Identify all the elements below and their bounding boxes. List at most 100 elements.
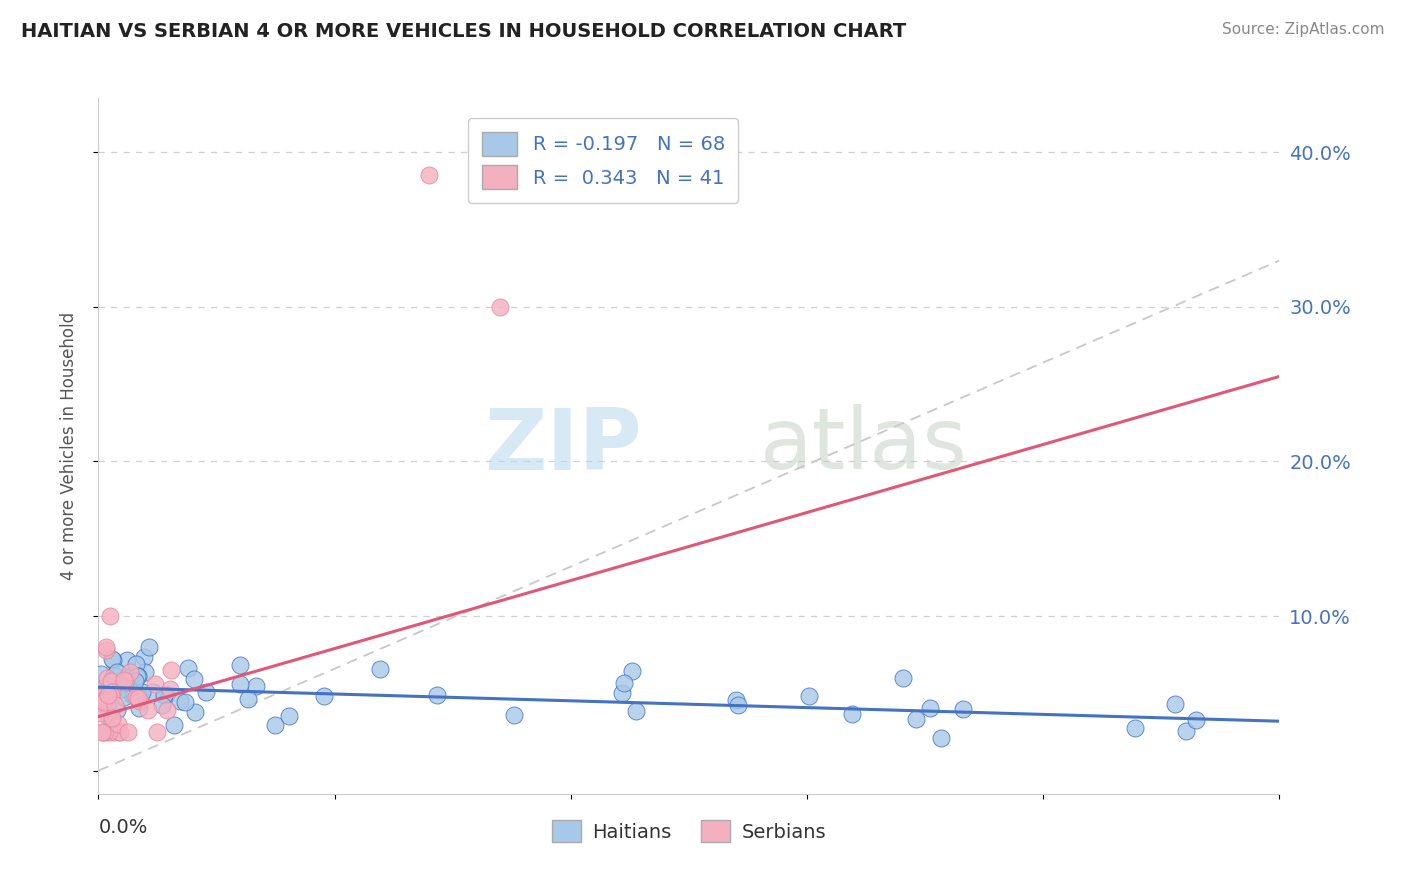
Point [114,681,136,696]
Point [107,665,129,679]
Point [101,652,124,666]
Point [97,709,120,723]
Point [124,657,146,672]
Point [93,695,115,709]
Point [370,662,392,676]
Point [277,708,299,723]
Point [920,700,942,714]
Point [132,650,155,665]
Point [610,686,633,700]
Point [236,691,259,706]
Point [94,725,117,739]
Point [159,681,181,696]
Point [127,669,149,683]
Point [841,707,863,722]
Legend: Haitians, Serbians: Haitians, Serbians [544,813,834,850]
Point [100,674,122,689]
Point [115,671,138,685]
Point [1185,713,1208,727]
Point [245,679,267,693]
Point [91,685,114,699]
Text: Source: ZipAtlas.com: Source: ZipAtlas.com [1222,22,1385,37]
Point [93,692,115,706]
Point [229,676,252,690]
Point [127,690,149,705]
Point [145,677,167,691]
Point [1174,723,1197,738]
Point [98,609,121,624]
Point [91,693,114,707]
Point [163,718,186,732]
Point [93,725,115,739]
Point [156,703,179,717]
Point [115,653,138,667]
Point [122,688,145,702]
Point [94,640,117,654]
Point [905,712,928,726]
Point [727,698,749,713]
Point [90,682,112,697]
Point [183,705,205,719]
Point [96,671,118,685]
Point [152,688,174,702]
Point [725,693,748,707]
Point [150,698,173,712]
Point [122,685,145,699]
Point [146,725,169,739]
Point [121,688,143,702]
Point [620,664,643,678]
Point [125,690,148,704]
Point [91,682,114,697]
Point [114,674,136,689]
Point [110,681,132,696]
Point [264,718,287,732]
Point [108,725,131,739]
Point [128,701,150,715]
Point [183,673,205,687]
Point [117,725,139,739]
Point [91,697,114,711]
Point [107,717,129,731]
Point [131,685,153,699]
Point [104,698,127,712]
Point [105,703,128,717]
Point [797,689,820,703]
Point [160,663,183,677]
Point [100,688,122,702]
Point [128,689,150,703]
Point [134,665,156,679]
Point [112,690,135,704]
Point [489,300,512,314]
Point [418,169,440,183]
Point [100,722,122,736]
Text: 0.0%: 0.0% [98,818,148,838]
Point [125,669,148,683]
Point [98,725,121,739]
Point [136,703,159,717]
Text: ZIP: ZIP [484,404,641,488]
Point [129,694,152,708]
Point [90,725,112,739]
Point [426,688,449,702]
Point [96,698,118,712]
Point [90,666,112,681]
Point [891,671,914,685]
Point [138,640,160,654]
Text: HAITIAN VS SERBIAN 4 OR MORE VEHICLES IN HOUSEHOLD CORRELATION CHART: HAITIAN VS SERBIAN 4 OR MORE VEHICLES IN… [21,22,907,41]
Point [101,653,124,667]
Point [169,693,191,707]
Point [90,706,112,720]
Point [503,707,526,722]
Point [90,690,112,705]
Point [624,704,647,718]
Point [101,711,124,725]
Point [124,673,146,688]
Point [312,689,335,703]
Point [155,688,177,702]
Point [97,688,120,702]
Y-axis label: 4 or more Vehicles in Household: 4 or more Vehicles in Household [59,312,77,580]
Point [173,695,195,709]
Point [613,675,636,690]
Point [108,725,131,739]
Point [107,679,129,693]
